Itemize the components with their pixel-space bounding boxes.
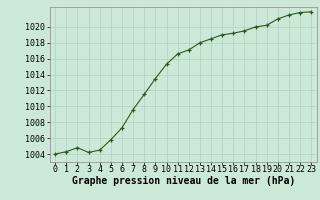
X-axis label: Graphe pression niveau de la mer (hPa): Graphe pression niveau de la mer (hPa) (72, 176, 295, 186)
